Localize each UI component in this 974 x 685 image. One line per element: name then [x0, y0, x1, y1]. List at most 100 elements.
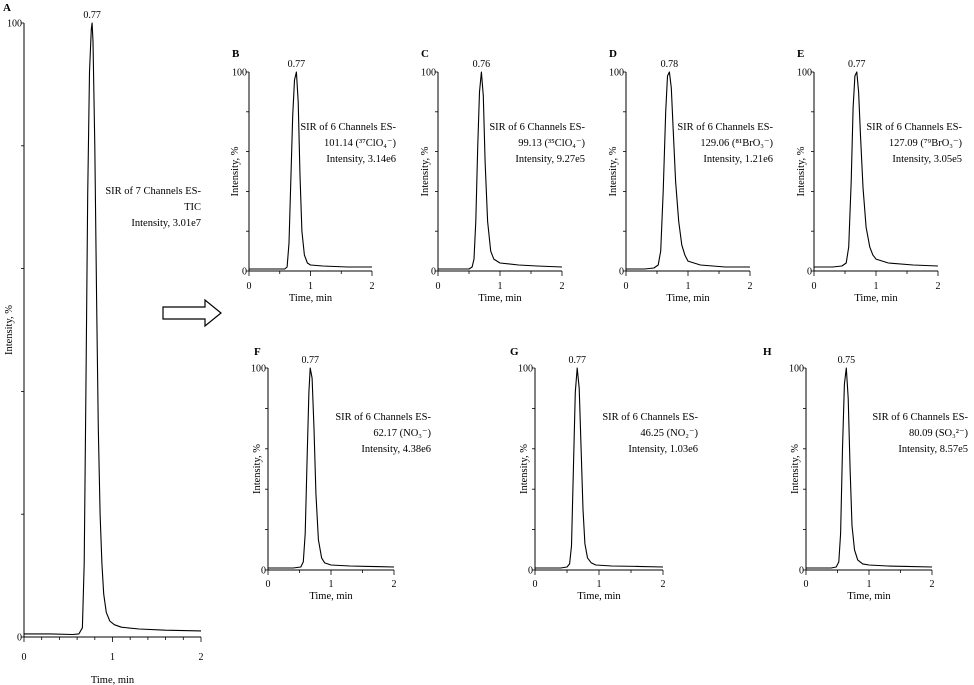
series-line — [24, 22, 202, 636]
y-tick-label: 0 — [799, 566, 804, 577]
y-axis-title: Intensity, % — [790, 444, 801, 494]
x-axis-title: Time, min — [91, 675, 135, 685]
x-tick-label: 0 — [436, 281, 441, 292]
y-axis-title: Intensity, % — [4, 305, 15, 355]
channel-annotation: Intensity, 4.38e6 — [361, 444, 431, 455]
y-axis-title: Intensity, % — [420, 146, 431, 196]
panel-a: A 0 100 0 1 2 Time, min Intensity, % 0.77 SIR of … — [3, 2, 204, 685]
panel-f: F 0 100 0 1 2 Time, min Intensity, % 0.77 SIR of … — [251, 346, 431, 602]
channel-annotation: SIR of 6 Channels ES- — [489, 122, 585, 133]
channel-annotation: 46.25 (NO₂⁻) — [640, 428, 698, 439]
x-tick-label: 2 — [392, 579, 397, 590]
series-line — [806, 367, 933, 569]
peak-retention-label: 0.77 — [848, 59, 866, 70]
y-tick-label: 100 — [232, 68, 247, 79]
x-tick-label: 0 — [533, 579, 538, 590]
y-tick-label: 100 — [518, 364, 533, 375]
channel-annotation: 99.13 (³⁵ClO₄⁻) — [518, 138, 585, 149]
x-axis-title: Time, min — [854, 293, 898, 304]
y-axis-title: Intensity, % — [252, 444, 263, 494]
panel-letter: B — [232, 48, 240, 60]
panel-b: B 0 100 0 1 2 Time, min Intensity, % 0.77 SIR of … — [230, 48, 396, 304]
x-axis-title: Time, min — [577, 591, 621, 602]
channel-annotation: Intensity, 3.01e7 — [131, 218, 201, 229]
series-line — [249, 71, 372, 270]
panel-letter: H — [763, 346, 772, 358]
y-tick-label: 100 — [609, 68, 624, 79]
channel-annotation: SIR of 6 Channels ES- — [677, 122, 773, 133]
series-line — [535, 367, 664, 569]
panel-letter: A — [3, 2, 11, 14]
y-axis-title: Intensity, % — [230, 146, 241, 196]
x-tick-label: 2 — [199, 652, 204, 663]
x-tick-label: 1 — [329, 579, 334, 590]
channel-annotation: Intensity, 8.57e5 — [898, 444, 968, 455]
y-tick-label: 0 — [619, 267, 624, 278]
peak-retention-label: 0.77 — [288, 59, 306, 70]
panel-letter: C — [421, 48, 429, 60]
y-tick-label: 0 — [528, 566, 533, 577]
y-tick-label: 0 — [807, 267, 812, 278]
channel-annotation: Intensity, 9.27e5 — [515, 154, 585, 165]
channel-annotation: SIR of 6 Channels ES- — [335, 412, 431, 423]
x-axis-title: Time, min — [289, 293, 333, 304]
x-axis-title: Time, min — [478, 293, 522, 304]
channel-annotation: TIC — [184, 202, 201, 213]
panel-d: D 0 100 0 1 2 Time, min Intensity, % 0.78 SIR of … — [608, 48, 773, 304]
y-tick-label: 0 — [431, 267, 436, 278]
panel-e: E 0 100 0 1 2 Time, min Intensity, % 0.77 SIR of … — [796, 48, 962, 304]
x-tick-label: 0 — [812, 281, 817, 292]
peak-retention-label: 0.77 — [301, 355, 319, 366]
panel-g: G 0 100 0 1 2 Time, min Intensity, % 0.77 SIR of … — [510, 346, 698, 602]
y-axis-title: Intensity, % — [796, 146, 807, 196]
x-tick-label: 1 — [686, 281, 691, 292]
series-line — [438, 71, 563, 270]
y-tick-label: 0 — [242, 267, 247, 278]
channel-annotation: SIR of 6 Channels ES- — [602, 412, 698, 423]
x-axis-title: Time, min — [847, 591, 891, 602]
y-tick-label: 0 — [261, 566, 266, 577]
channel-annotation: Intensity, 3.05e5 — [892, 154, 962, 165]
right-arrow-icon — [162, 298, 222, 328]
peak-retention-label: 0.75 — [838, 355, 856, 366]
x-axis-title: Time, min — [309, 591, 353, 602]
channel-annotation: SIR of 7 Channels ES- — [105, 186, 201, 197]
x-tick-label: 0 — [266, 579, 271, 590]
series-line — [814, 71, 939, 268]
x-tick-label: 1 — [867, 579, 872, 590]
channel-annotation: 127.09 (⁷⁹BrO₃⁻) — [889, 138, 963, 149]
x-tick-label: 2 — [661, 579, 666, 590]
x-tick-label: 1 — [498, 281, 503, 292]
panel-c: C 0 100 0 1 2 Time, min Intensity, % 0.76 SIR of … — [420, 48, 585, 304]
peak-retention-label: 0.77 — [83, 10, 101, 21]
x-tick-label: 1 — [874, 281, 879, 292]
panel-letter: F — [254, 346, 261, 358]
x-tick-label: 0 — [22, 652, 27, 663]
x-tick-label: 2 — [560, 281, 565, 292]
x-tick-label: 2 — [370, 281, 375, 292]
panel-letter: G — [510, 346, 519, 358]
channel-annotation: Intensity, 1.21e6 — [703, 154, 773, 165]
channel-annotation: 62.17 (NO₃⁻) — [373, 428, 431, 439]
panel-letter: D — [609, 48, 617, 60]
y-tick-label: 100 — [797, 68, 812, 79]
panel-letter: E — [797, 48, 804, 60]
y-tick-label: 0 — [17, 633, 22, 644]
peak-retention-label: 0.77 — [568, 355, 586, 366]
y-tick-label: 100 — [7, 19, 22, 30]
series-line — [626, 71, 750, 270]
channel-annotation: SIR of 6 Channels ES- — [872, 412, 968, 423]
channel-annotation: 101.14 (³⁷ClO₄⁻) — [324, 138, 397, 149]
peak-retention-label: 0.76 — [473, 59, 491, 70]
y-tick-label: 100 — [251, 364, 266, 375]
channel-annotation: 80.09 (SO₃²⁻) — [909, 428, 969, 439]
y-axis-title: Intensity, % — [519, 444, 530, 494]
x-tick-label: 0 — [804, 579, 809, 590]
x-tick-label: 1 — [308, 281, 313, 292]
y-tick-label: 100 — [421, 68, 436, 79]
x-tick-label: 1 — [597, 579, 602, 590]
x-axis-title: Time, min — [666, 293, 710, 304]
x-tick-label: 1 — [110, 652, 115, 663]
y-axis-title: Intensity, % — [608, 146, 619, 196]
